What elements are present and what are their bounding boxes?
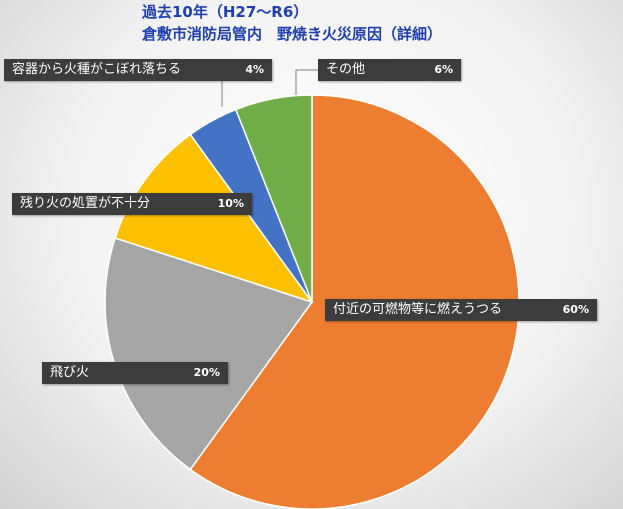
data-label-adjacent-combustibles: 付近の可燃物等に燃えうつる 60% [325,299,597,321]
data-label-value: 6% [434,63,453,76]
data-label-text: 容器から火種がこぼれ落ちる [12,62,182,77]
pie-slice-other [234,94,313,303]
pie-slice-embers [114,133,314,304]
data-label-text: 付近の可燃物等に燃えうつる [333,302,503,317]
data-label-container-spill: 容器から火種がこぼれ落ちる 4% [4,59,272,81]
data-label-text: 残り火の処置が不十分 [20,196,151,211]
data-label-embers: 残り火の処置が不十分 10% [12,193,252,215]
leader-line-other [295,69,318,95]
data-label-value: 20% [193,366,220,379]
data-label-value: 10% [217,197,244,210]
data-label-text: 飛び火 [50,365,90,380]
chart-title-line2: 倉敷市消防局管内 野焼き火災原因（詳細） [142,25,443,43]
data-label-value: 4% [245,63,264,76]
data-label-value: 60% [562,303,589,316]
data-label-sparks: 飛び火 20% [42,362,228,384]
chart-title-line1: 過去10年（H27～R6） [142,3,309,21]
data-label-other: その他 6% [318,59,461,81]
data-label-text: その他 [326,62,366,77]
